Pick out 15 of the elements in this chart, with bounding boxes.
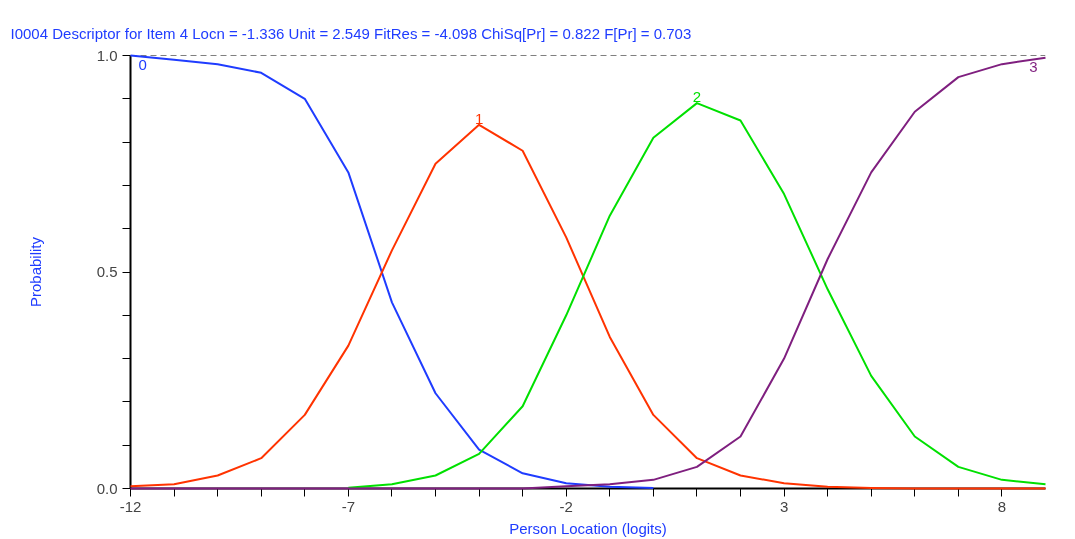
y-tick-label: 0.5	[96, 263, 118, 280]
series-label: 0	[138, 55, 147, 73]
y-tick-label: 0.0	[96, 479, 118, 497]
series-label: 3	[1029, 57, 1038, 75]
x-tick-label: -7	[341, 497, 356, 515]
y-axis-title: Probability	[26, 236, 44, 308]
series-label: 2	[692, 88, 702, 106]
y-tick-label: 1.0	[96, 46, 118, 64]
chart-title: I0004 Descriptor for Item 4 Locn = -1.336 Unit = 2.549 FitRes = -4.098 ChiSq[Pr] = 0.822 F[Pr] = 0.703	[10, 24, 692, 42]
x-tick-label: 8	[997, 497, 1007, 515]
x-tick-label: 3	[779, 497, 789, 515]
x-axis-title: Person Location (logits)	[509, 519, 667, 537]
x-tick-label: -2	[559, 497, 573, 515]
series-label: 1	[474, 109, 484, 127]
x-tick-label: -12	[119, 497, 142, 515]
